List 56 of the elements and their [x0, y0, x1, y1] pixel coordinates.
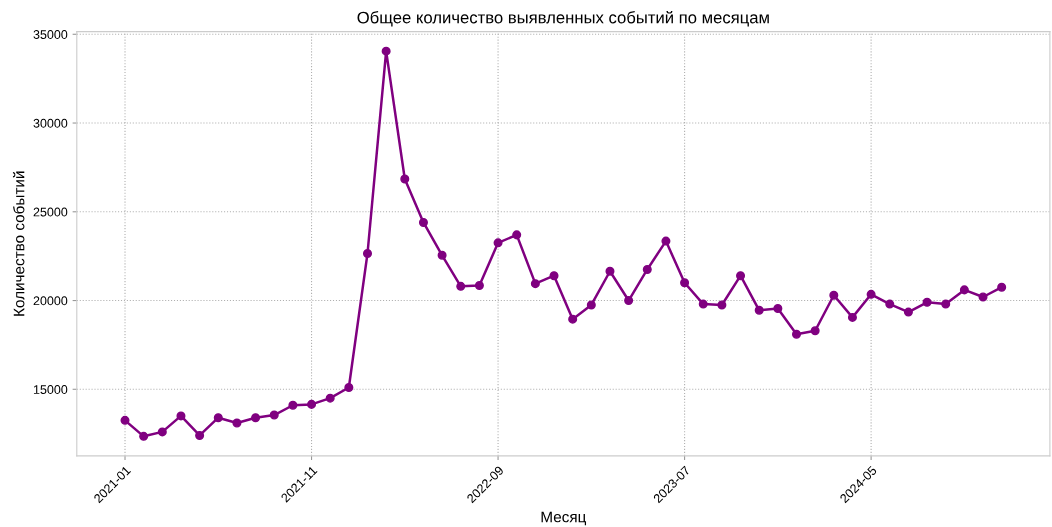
- point: [120, 415, 130, 425]
- point: [997, 282, 1007, 292]
- point: [866, 289, 876, 299]
- point: [959, 285, 969, 295]
- point: [400, 174, 410, 184]
- point: [791, 329, 802, 339]
- point: [773, 304, 783, 314]
- point: [437, 250, 447, 260]
- point: [474, 280, 484, 290]
- point: [847, 312, 857, 322]
- y-tick-label: 25000: [33, 207, 68, 217]
- point: [307, 399, 317, 409]
- point: [605, 266, 615, 276]
- y-tick-label: 15000: [33, 385, 68, 394]
- x-axis-title: Месяц: [541, 511, 587, 526]
- point: [362, 248, 373, 259]
- point: [829, 290, 839, 300]
- y-tick-label: 35000: [33, 30, 68, 39]
- point: [680, 278, 690, 288]
- point: [624, 296, 634, 306]
- point: [549, 271, 559, 281]
- point: [736, 271, 746, 281]
- chart-title: Общее количество выявленных событий по месяцам: [357, 10, 769, 27]
- point: [213, 413, 223, 423]
- point: [698, 299, 708, 309]
- point: [810, 326, 820, 336]
- point: [139, 431, 149, 441]
- point: [195, 430, 205, 440]
- point: [885, 299, 895, 309]
- point: [922, 297, 932, 307]
- point: [642, 264, 652, 274]
- point: [381, 46, 391, 56]
- point: [568, 314, 578, 324]
- point: [586, 300, 596, 310]
- point: [157, 427, 167, 437]
- point: [903, 307, 913, 317]
- y-tick-label: 20000: [33, 296, 68, 306]
- point: [176, 411, 186, 421]
- y-tick-label: 30000: [33, 118, 68, 128]
- y-axis-title: Количество событий: [12, 171, 25, 316]
- point: [232, 418, 242, 428]
- point: [717, 300, 727, 310]
- point: [978, 292, 988, 302]
- point: [493, 238, 503, 248]
- point: [288, 400, 298, 410]
- point: [754, 305, 764, 315]
- point: [251, 413, 261, 423]
- point: [661, 236, 671, 246]
- point: [512, 230, 522, 240]
- point: [269, 410, 279, 420]
- point: [325, 393, 335, 403]
- point: [418, 217, 428, 227]
- point: [344, 383, 354, 393]
- point: [530, 279, 540, 289]
- point: [941, 299, 951, 309]
- point: [456, 281, 466, 291]
